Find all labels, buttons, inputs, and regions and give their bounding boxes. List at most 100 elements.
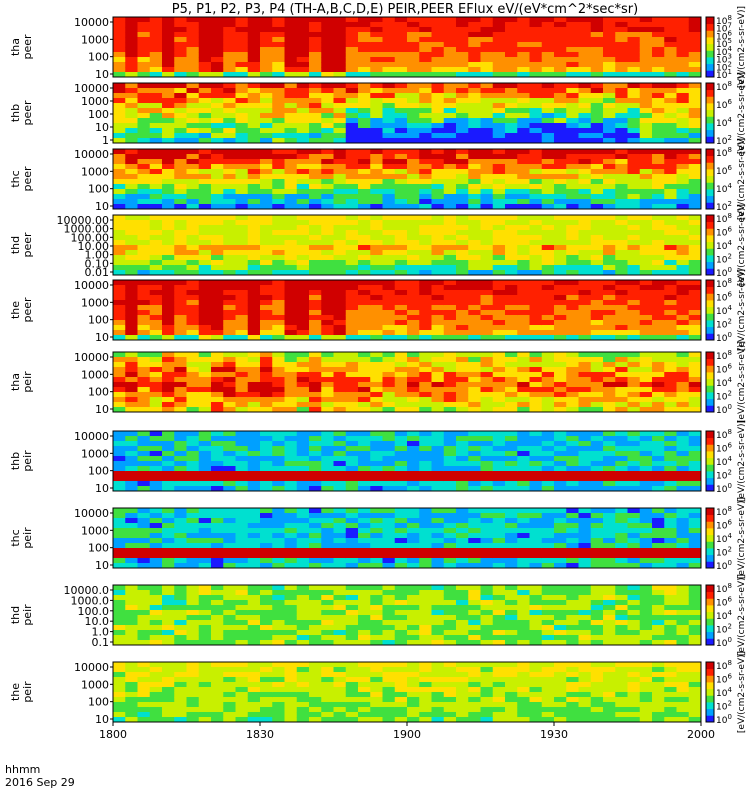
- heatmap-cell: [235, 204, 249, 210]
- heatmap-cell: [247, 441, 261, 447]
- heatmap-cell: [309, 533, 322, 539]
- heatmap-cell: [566, 471, 579, 477]
- heatmap-cell: [260, 199, 273, 205]
- heatmap-cell: [603, 88, 616, 94]
- heatmap-cell: [309, 149, 322, 155]
- heatmap-cell: [480, 436, 494, 442]
- heatmap-cell: [223, 83, 236, 89]
- heatmap-cell: [517, 387, 530, 393]
- heatmap-cell: [260, 67, 273, 73]
- heatmap-cell: [480, 357, 494, 363]
- heatmap-cell: [431, 199, 445, 205]
- heatmap-cell: [529, 553, 543, 559]
- heatmap-cell: [394, 295, 408, 301]
- heatmap-cell: [247, 605, 261, 611]
- heatmap-cell: [590, 230, 604, 236]
- heatmap-cell: [431, 285, 445, 291]
- heatmap-cell: [627, 17, 641, 23]
- heatmap-cell: [223, 199, 236, 205]
- heatmap-cell: [517, 98, 530, 104]
- heatmap-cell: [443, 285, 457, 291]
- heatmap-cell: [419, 357, 432, 363]
- y-tick-label: 1000: [81, 165, 109, 178]
- heatmap-cell: [284, 113, 298, 119]
- heatmap-cell: [333, 320, 347, 326]
- heatmap-cell: [162, 27, 175, 33]
- heatmap-cell: [456, 290, 469, 296]
- heatmap-cell: [382, 387, 396, 393]
- heatmap-cell: [554, 123, 567, 129]
- heatmap-cell: [468, 128, 481, 134]
- heatmap-cell: [627, 52, 641, 58]
- heatmap-cell: [296, 523, 310, 529]
- heatmap-cell: [419, 93, 432, 99]
- heatmap-cell: [407, 325, 420, 331]
- heatmap-cell: [284, 83, 298, 89]
- heatmap-cell: [113, 37, 126, 43]
- heatmap-cell: [309, 118, 322, 124]
- heatmap-cell: [321, 225, 334, 231]
- heatmap-cell: [603, 451, 616, 457]
- heatmap-cell: [149, 335, 163, 341]
- heatmap-cell: [505, 325, 518, 331]
- heatmap-cell: [125, 300, 138, 306]
- heatmap-cell: [603, 133, 616, 139]
- heatmap-cell: [186, 330, 200, 336]
- heatmap-cell: [419, 300, 432, 306]
- heatmap-cell: [431, 184, 445, 190]
- heatmap-cell: [615, 431, 628, 437]
- heatmap-cell: [247, 189, 261, 195]
- heatmap-cell: [554, 215, 567, 221]
- heatmap-cell: [370, 133, 383, 139]
- heatmap-cell: [541, 72, 555, 78]
- heatmap-cell: [566, 325, 579, 331]
- heatmap-cell: [235, 325, 249, 331]
- heatmap-cell: [382, 466, 396, 472]
- heatmap-cell: [321, 508, 334, 514]
- heatmap-cell: [554, 315, 567, 321]
- heatmap-cell: [247, 118, 261, 124]
- heatmap-cell: [223, 179, 236, 185]
- heatmap-cell: [652, 235, 665, 241]
- heatmap-cell: [333, 103, 347, 109]
- heatmap-cell: [639, 300, 653, 306]
- heatmap-cell: [174, 285, 187, 291]
- heatmap-cell: [333, 62, 347, 68]
- heatmap-cell: [382, 481, 396, 487]
- heatmap-cell: [247, 585, 261, 591]
- heatmap-cell: [309, 270, 322, 276]
- heatmap-cell: [125, 103, 138, 109]
- heatmap-cell: [578, 352, 592, 358]
- heatmap-cell: [296, 67, 310, 73]
- heatmap-cell: [186, 538, 200, 544]
- heatmap-cell: [260, 250, 273, 256]
- heatmap-cell: [247, 184, 261, 190]
- heatmap-cell: [186, 431, 200, 437]
- heatmap-cell: [419, 57, 432, 63]
- heatmap-cell: [162, 620, 175, 626]
- heatmap-cell: [370, 37, 383, 43]
- heatmap-cell: [309, 245, 322, 251]
- heatmap-cell: [198, 441, 212, 447]
- heatmap-cell: [456, 62, 469, 68]
- heatmap-cell: [260, 72, 273, 78]
- heatmap-cell: [272, 315, 285, 321]
- heatmap-cell: [443, 372, 457, 378]
- heatmap-cell: [456, 149, 469, 155]
- heatmap-cell: [566, 138, 579, 144]
- heatmap-cell: [186, 108, 200, 114]
- heatmap-cell: [627, 397, 641, 403]
- heatmap-cell: [627, 184, 641, 190]
- heatmap-cell: [468, 548, 481, 554]
- heatmap-cell: [676, 199, 690, 205]
- heatmap-cell: [137, 461, 151, 467]
- heatmap-cell: [590, 290, 604, 296]
- heatmap-cell: [590, 456, 604, 462]
- heatmap-cell: [627, 382, 641, 388]
- heatmap-cell: [639, 387, 653, 393]
- heatmap-cell: [174, 245, 187, 251]
- heatmap-cell: [211, 486, 224, 492]
- heatmap-cell: [223, 255, 236, 261]
- heatmap-cell: [137, 372, 151, 378]
- heatmap-cell: [149, 558, 163, 564]
